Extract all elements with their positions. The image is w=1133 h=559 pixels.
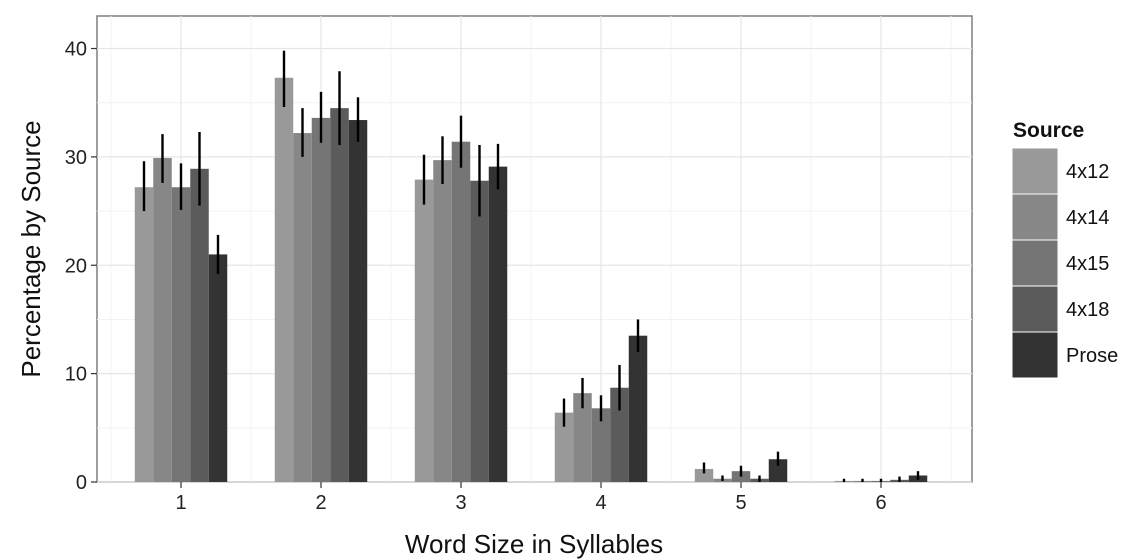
x-tick-label: 3 (455, 492, 466, 514)
x-tick-label: 6 (875, 492, 886, 514)
bar-4x12-cat-1 (135, 187, 154, 482)
y-tick-label: 30 (65, 147, 87, 169)
x-axis-title: Word Size in Syllables (405, 529, 663, 559)
x-tick-label: 2 (315, 492, 326, 514)
bar-prose-cat-2 (349, 120, 368, 482)
y-tick-label: 40 (65, 39, 87, 61)
x-tick-label: 5 (735, 492, 746, 514)
legend-key-4x12 (1012, 148, 1058, 194)
legend-label-prose: Prose (1066, 345, 1118, 367)
legend-label-4x12: 4x12 (1066, 161, 1109, 183)
y-tick-label: 20 (65, 255, 87, 277)
bar-4x18-cat-2 (330, 108, 349, 482)
legend-label-4x15: 4x15 (1066, 253, 1109, 275)
legend-key-prose (1012, 332, 1058, 378)
y-axis: 0 10 20 30 40 (65, 39, 97, 494)
bar-4x12-cat-3 (415, 180, 434, 482)
x-axis: 1 2 3 4 5 6 (175, 482, 886, 514)
legend-key-4x15 (1012, 240, 1058, 286)
bar-4x15-cat-1 (172, 187, 191, 482)
plot-panel (97, 16, 972, 482)
bar-prose-cat-3 (489, 167, 508, 482)
y-tick-label: 0 (76, 472, 87, 494)
y-axis-title: Percentage by Source (16, 120, 46, 377)
bar-prose-cat-1 (209, 254, 228, 482)
bar-4x14-cat-1 (153, 158, 172, 482)
legend-label-4x14: 4x14 (1066, 207, 1109, 229)
legend: Source 4x12 4x14 4x15 4x18 Prose (1012, 119, 1118, 378)
legend-key-4x18 (1012, 286, 1058, 332)
y-tick-label: 10 (65, 364, 87, 386)
bar-prose-cat-4 (629, 336, 648, 482)
bar-4x18-cat-3 (470, 181, 489, 482)
bar-4x14-cat-2 (293, 133, 312, 482)
bar-4x18-cat-1 (190, 169, 209, 482)
legend-title: Source (1013, 119, 1084, 142)
bar-4x15-cat-3 (452, 142, 471, 482)
bar-4x15-cat-2 (312, 118, 331, 482)
x-tick-label: 4 (595, 492, 606, 514)
legend-key-4x14 (1012, 194, 1058, 240)
bar-4x14-cat-3 (433, 160, 452, 482)
bar-4x12-cat-2 (275, 78, 294, 482)
legend-label-4x18: 4x18 (1066, 299, 1109, 321)
x-tick-label: 1 (175, 492, 186, 514)
